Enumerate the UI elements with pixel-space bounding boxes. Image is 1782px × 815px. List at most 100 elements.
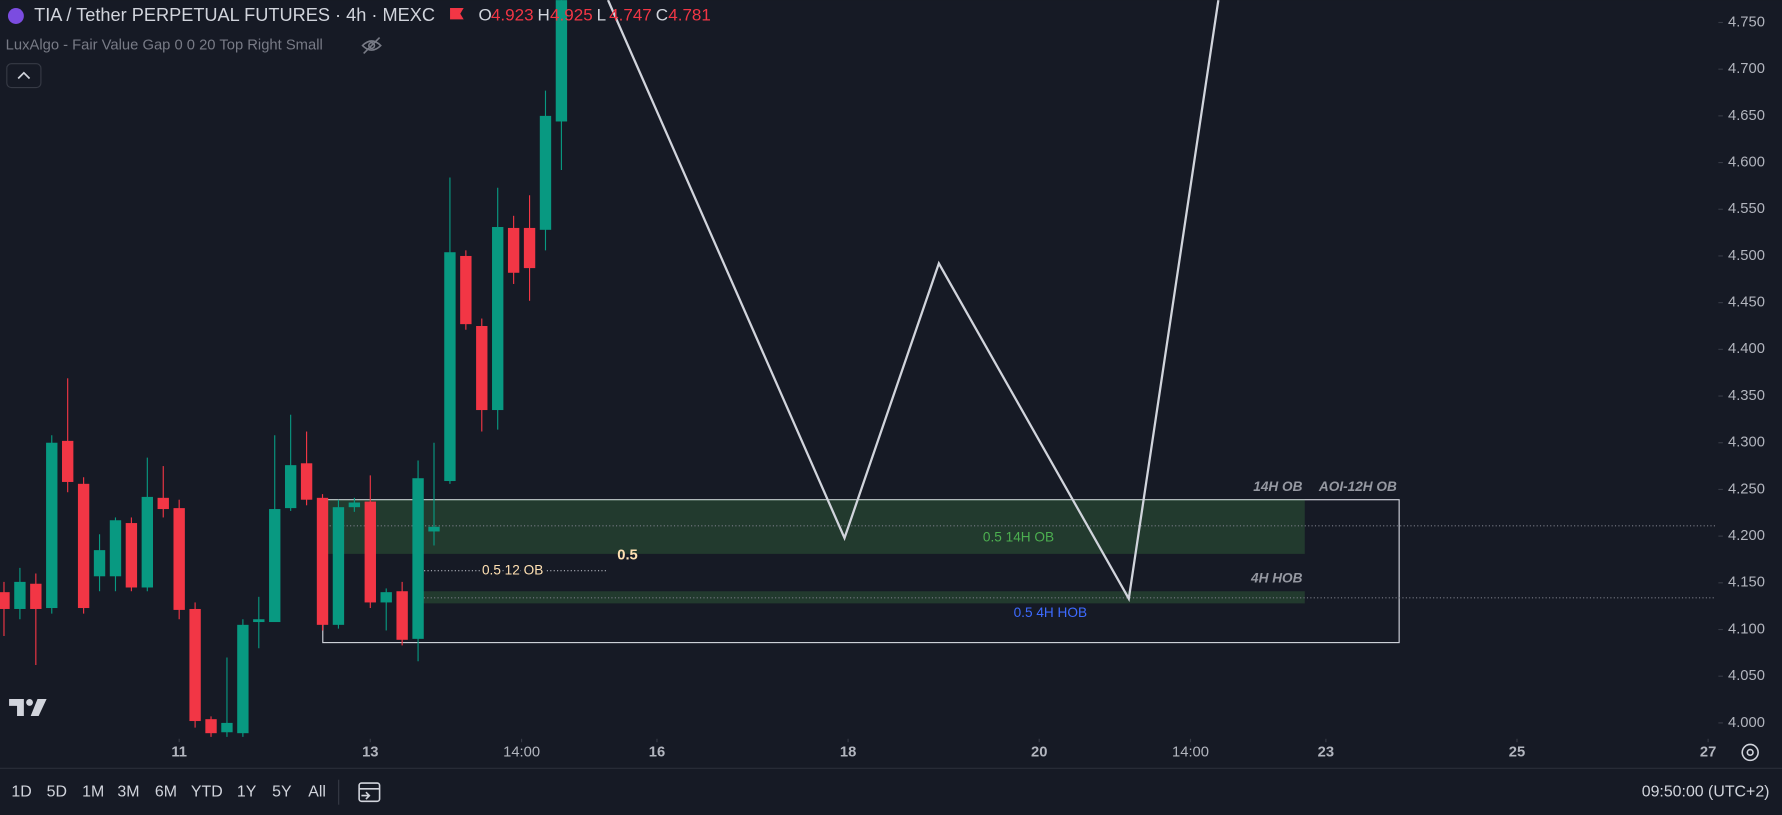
- candle-body: [476, 326, 488, 411]
- candle-body: [205, 719, 217, 734]
- candle-body: [460, 255, 472, 325]
- ohlc-letter: O: [478, 5, 491, 24]
- candle-body: [237, 624, 249, 734]
- candle-body: [173, 508, 185, 610]
- range-button[interactable]: 6M: [155, 783, 177, 800]
- y-tick-label: 4.500: [1728, 248, 1765, 264]
- x-tick-label: 13: [362, 744, 378, 760]
- candle-body: [364, 501, 376, 603]
- y-tick-label: 4.250: [1728, 481, 1765, 497]
- x-tick-label: 20: [1031, 744, 1047, 760]
- y-tick-label: 4.200: [1728, 528, 1765, 544]
- y-tick-label: 4.700: [1728, 61, 1765, 77]
- range-button[interactable]: 5D: [47, 783, 67, 800]
- y-tick-label: 4.650: [1728, 108, 1765, 124]
- candle-body: [412, 478, 424, 639]
- candle-body: [300, 463, 313, 500]
- calendar-icon[interactable]: [358, 782, 381, 803]
- candle-body: [62, 440, 74, 482]
- x-tick-label: 25: [1509, 744, 1525, 760]
- candle-body: [109, 520, 122, 577]
- candle-body: [316, 497, 329, 625]
- candle-body: [93, 550, 106, 577]
- y-tick-label: 4.550: [1728, 201, 1765, 217]
- range-button[interactable]: 1D: [11, 783, 31, 800]
- ohlc-letter: C: [656, 5, 668, 24]
- x-tick-label: 11: [171, 744, 187, 760]
- eye-icon[interactable]: [361, 37, 382, 55]
- candle-body: [348, 502, 361, 508]
- candle-body: [396, 591, 408, 640]
- candle-body: [125, 523, 138, 588]
- range-button[interactable]: 3M: [117, 783, 139, 800]
- indicator-title: LuxAlgo - Fair Value Gap 0 0 20 Top Righ…: [6, 37, 323, 53]
- candle-body: [30, 583, 42, 609]
- drawing-line: [606, 0, 1220, 603]
- zone-label: 14H OB: [1253, 479, 1302, 494]
- candle-body: [221, 722, 233, 733]
- x-tick-label: 18: [840, 744, 856, 760]
- candle-body: [46, 442, 58, 609]
- candle-body: [380, 592, 392, 603]
- zone-label: AOI-12H OB: [1318, 479, 1397, 494]
- x-tick-label: 14:00: [503, 744, 540, 760]
- x-tick-label: 27: [1700, 744, 1716, 760]
- flag-icon[interactable]: [450, 8, 464, 20]
- zone-label: 4H HOB: [1250, 570, 1303, 585]
- settings-icon[interactable]: [1741, 743, 1759, 762]
- x-tick-label: 14:00: [1172, 744, 1209, 760]
- range-button[interactable]: All: [308, 783, 326, 800]
- candle-body: [189, 608, 201, 722]
- collapse-icon: [17, 71, 31, 80]
- ohlc-value: 4.781: [668, 5, 711, 24]
- symbol-title: TIA / Tether PERPETUAL FUTURES · 4h · ME…: [34, 5, 435, 25]
- ohlc-value: 4.923: [491, 5, 534, 24]
- collapse-button[interactable]: [6, 63, 42, 89]
- plot-area: [0, 0, 1717, 737]
- y-tick-label: 4.400: [1728, 341, 1765, 357]
- y-tick-label: 4.050: [1728, 668, 1765, 684]
- ohlc-letter: H: [538, 5, 550, 24]
- y-tick-label: 4.450: [1728, 295, 1765, 311]
- y-tick-label: 4.300: [1728, 435, 1765, 451]
- zone: [420, 591, 1305, 604]
- range-button[interactable]: 1Y: [237, 783, 257, 800]
- ohlc-value: 4.747: [609, 5, 652, 24]
- range-button[interactable]: 1M: [82, 783, 104, 800]
- candle-body: [444, 252, 456, 482]
- x-tick-label: 16: [649, 744, 665, 760]
- candle-body: [507, 227, 520, 273]
- y-tick-label: 4.000: [1728, 715, 1765, 731]
- y-tick-label: 4.350: [1728, 388, 1765, 404]
- annotation: 0.5: [617, 548, 638, 564]
- range-button[interactable]: YTD: [191, 783, 223, 800]
- zone-mid-label: 0.5 4H HOB: [1014, 605, 1087, 620]
- candle-body: [332, 507, 345, 625]
- candle-body: [14, 581, 26, 609]
- candle-body: [253, 619, 265, 623]
- ohlc-value: 4.925: [550, 5, 593, 24]
- zone-mid-label: 0.5 14H OB: [983, 530, 1054, 545]
- candle-body: [77, 483, 90, 609]
- level-label: 0.5 12 OB: [482, 562, 543, 577]
- zone: [322, 499, 1305, 554]
- candle-body: [523, 227, 536, 269]
- candle-body: [269, 509, 281, 623]
- candle-body: [284, 465, 297, 509]
- candle-body: [141, 496, 154, 588]
- clock: 09:50:00 (UTC+2): [1642, 783, 1770, 800]
- candle-body: [492, 227, 504, 411]
- range-button[interactable]: 5Y: [272, 783, 292, 800]
- tv-logo: [9, 699, 47, 717]
- candle-body: [428, 526, 440, 532]
- ohlc-letter: L: [597, 5, 606, 24]
- candle-body: [157, 497, 169, 510]
- y-tick-label: 4.100: [1728, 621, 1765, 637]
- symbol-icon: [7, 8, 24, 24]
- candle-body: [539, 115, 552, 230]
- y-tick-label: 4.150: [1728, 575, 1765, 591]
- candle-body: [555, 0, 568, 122]
- candle-body: [0, 592, 10, 609]
